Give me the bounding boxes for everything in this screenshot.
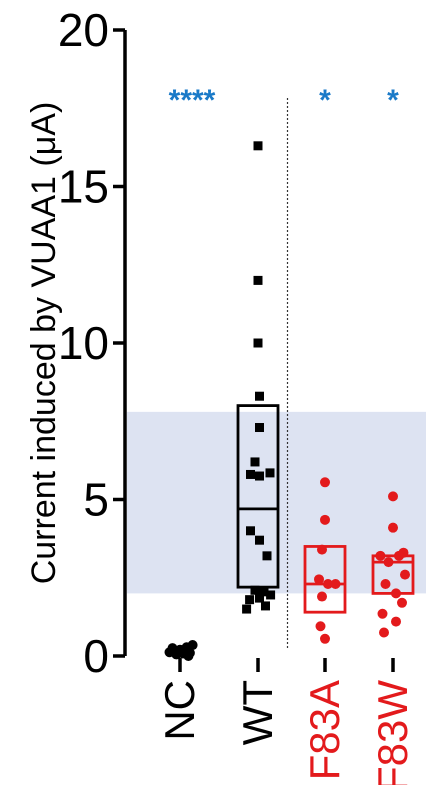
data-point bbox=[246, 469, 255, 479]
data-point bbox=[317, 591, 327, 602]
data-point bbox=[246, 526, 255, 536]
data-point bbox=[250, 585, 260, 595]
data-point bbox=[323, 579, 333, 590]
data-point bbox=[388, 522, 398, 533]
data-point bbox=[262, 551, 272, 561]
data-point bbox=[253, 338, 263, 348]
data-point bbox=[187, 640, 198, 651]
data-point bbox=[391, 616, 401, 627]
data-point bbox=[253, 141, 263, 151]
data-point bbox=[379, 627, 389, 638]
data-point bbox=[383, 557, 394, 568]
data-point bbox=[320, 477, 330, 488]
data-point bbox=[261, 601, 270, 611]
data-point bbox=[255, 471, 264, 481]
data-point bbox=[397, 597, 407, 608]
data-point bbox=[330, 579, 341, 590]
data-point bbox=[315, 621, 326, 632]
data-point bbox=[173, 646, 184, 657]
data-point bbox=[242, 604, 252, 614]
data-point bbox=[255, 593, 264, 603]
data-point bbox=[259, 587, 269, 597]
data-point bbox=[380, 579, 391, 590]
category-label-nc: NC bbox=[156, 680, 203, 741]
data-point bbox=[394, 550, 404, 561]
data-point bbox=[255, 391, 264, 401]
data-point bbox=[320, 633, 330, 644]
data-point bbox=[391, 588, 401, 599]
data-point bbox=[400, 569, 410, 580]
data-point bbox=[266, 590, 276, 600]
significance-marker: * bbox=[319, 84, 331, 117]
y-tick-label: 10 bbox=[58, 317, 109, 369]
category-label-f83a: F83A bbox=[301, 680, 348, 780]
y-tick-label: 0 bbox=[83, 630, 109, 682]
data-point bbox=[375, 550, 386, 561]
data-point bbox=[245, 595, 255, 605]
y-tick-label: 15 bbox=[58, 161, 109, 213]
data-point bbox=[183, 651, 194, 661]
significance-marker: * bbox=[387, 84, 399, 117]
y-axis-label: Current induced by VUAA1 (μA) bbox=[25, 102, 63, 585]
data-point bbox=[250, 457, 260, 467]
data-point bbox=[317, 544, 327, 555]
y-tick-label: 20 bbox=[58, 4, 109, 56]
significance-marker: **** bbox=[169, 84, 216, 117]
category-label-f83w: F83W bbox=[369, 680, 416, 785]
data-point bbox=[314, 574, 324, 585]
data-point bbox=[265, 468, 275, 478]
y-tick-label: 5 bbox=[83, 474, 109, 526]
data-point bbox=[388, 491, 398, 502]
data-point bbox=[255, 535, 264, 545]
data-point bbox=[320, 514, 330, 525]
data-point bbox=[377, 608, 388, 619]
category-label-wt: WT bbox=[234, 680, 281, 745]
data-point bbox=[253, 275, 263, 285]
data-point bbox=[255, 423, 264, 433]
reference-range-band bbox=[127, 411, 426, 594]
